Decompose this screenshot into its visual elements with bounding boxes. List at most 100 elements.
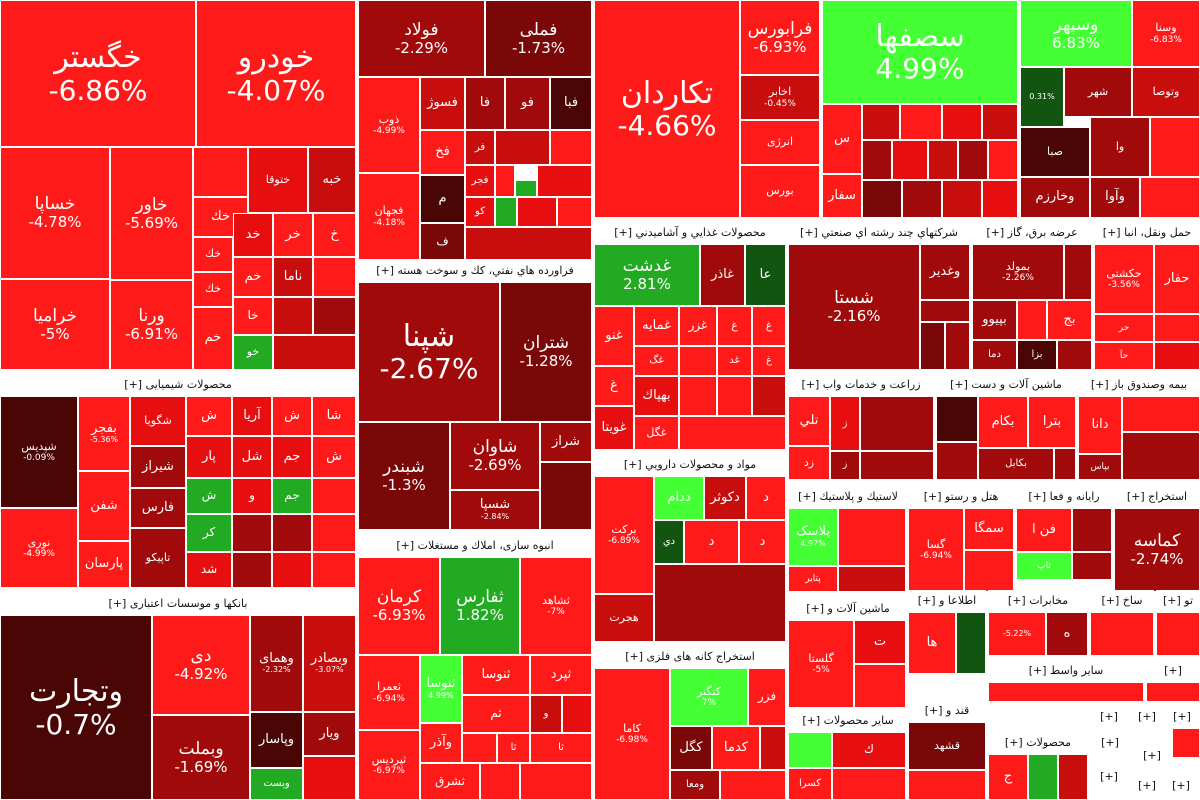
treemap-tile[interactable]: حآ xyxy=(1094,342,1154,370)
treemap-tile[interactable]: ثم xyxy=(462,695,530,733)
treemap-tile[interactable] xyxy=(982,104,1018,140)
treemap-tile[interactable]: فجر xyxy=(465,165,495,197)
treemap-tile[interactable] xyxy=(540,462,592,530)
treemap-tile[interactable]: ثپرد xyxy=(530,655,592,695)
treemap-tile[interactable]: شگویا xyxy=(130,396,186,446)
treemap-tile[interactable] xyxy=(908,770,986,800)
treemap-tile[interactable]: وا xyxy=(1090,117,1150,177)
treemap-tile[interactable] xyxy=(232,514,272,552)
treemap-tile[interactable] xyxy=(1154,342,1200,370)
treemap-tile[interactable] xyxy=(679,346,717,376)
treemap-tile[interactable] xyxy=(720,770,786,800)
treemap-tile[interactable] xyxy=(860,451,934,480)
treemap-tile[interactable]: شپنا -2.67% xyxy=(358,282,500,422)
treemap-tile[interactable] xyxy=(902,180,942,218)
treemap-tile[interactable]: سفار xyxy=(822,174,862,218)
treemap-tile[interactable]: بزا xyxy=(1017,340,1057,370)
treemap-tile[interactable]: خساپا -4.78% xyxy=(0,147,110,279)
sector-header[interactable]: رایانه و فعا [+] xyxy=(1016,486,1112,505)
treemap-tile[interactable]: وتجارت -0.7% xyxy=(0,615,152,800)
treemap-tile[interactable] xyxy=(862,104,900,140)
treemap-tile[interactable] xyxy=(760,726,786,770)
treemap-tile[interactable]: ومعا xyxy=(670,770,720,800)
treemap-tile[interactable]: فولاد -2.29% xyxy=(358,0,485,77)
treemap-tile[interactable] xyxy=(942,104,982,140)
treemap-tile[interactable]: شسپا -2.84% xyxy=(450,490,540,530)
treemap-tile[interactable] xyxy=(495,130,550,165)
treemap-tile[interactable]: خودرو -4.07% xyxy=(196,0,356,147)
treemap-tile[interactable]: وغدیر xyxy=(920,244,970,300)
treemap-tile[interactable]: حکشتی -3.56% xyxy=(1094,244,1154,314)
treemap-tile[interactable]: خ xyxy=(313,213,356,257)
treemap-tile[interactable] xyxy=(958,140,988,180)
treemap-tile[interactable]: اخابر -0.45% xyxy=(740,75,820,120)
treemap-tile[interactable]: و xyxy=(530,695,562,733)
treemap-tile[interactable]: ثشرق xyxy=(420,763,480,800)
treemap-tile[interactable] xyxy=(838,566,906,592)
treemap-tile[interactable]: فبا xyxy=(550,77,592,130)
treemap-tile[interactable] xyxy=(788,732,832,768)
treemap-tile[interactable]: س xyxy=(822,104,862,174)
sector-header[interactable]: [+] xyxy=(1132,706,1162,725)
treemap-tile[interactable]: غ xyxy=(752,346,786,376)
treemap-tile[interactable] xyxy=(982,180,1018,218)
treemap-tile[interactable] xyxy=(193,147,248,197)
treemap-tile[interactable] xyxy=(272,514,312,552)
treemap-tile[interactable]: بكابل xyxy=(978,448,1054,480)
treemap-tile[interactable] xyxy=(557,197,592,227)
treemap-tile[interactable]: بج xyxy=(1047,300,1092,340)
treemap-tile[interactable] xyxy=(832,768,906,800)
treemap-tile[interactable] xyxy=(562,695,592,733)
treemap-tile[interactable]: برکت -6.89% xyxy=(594,476,654,594)
treemap-tile[interactable]: فر xyxy=(465,130,495,165)
treemap-tile[interactable]: فن ا xyxy=(1016,508,1072,552)
treemap-tile[interactable] xyxy=(862,180,902,218)
treemap-tile[interactable]: فو xyxy=(505,77,550,130)
treemap-tile[interactable]: وبملت -1.69% xyxy=(152,715,250,800)
treemap-tile[interactable] xyxy=(312,552,356,588)
sector-header[interactable]: فراورده هاي نفتي، كك و سوخت هسته [+] xyxy=(358,260,592,279)
treemap-tile[interactable]: غگل xyxy=(634,416,679,450)
treemap-tile[interactable]: وبست xyxy=(250,768,303,800)
sector-header[interactable]: بیمه وصندوق باز [+] xyxy=(1078,374,1200,393)
treemap-tile[interactable]: غنو xyxy=(594,306,634,366)
treemap-tile[interactable]: بترا xyxy=(1028,396,1076,448)
treemap-tile[interactable] xyxy=(945,322,970,370)
treemap-tile[interactable]: كر xyxy=(186,514,232,552)
treemap-tile[interactable]: وهمای -2.32% xyxy=(250,615,303,712)
treemap-tile[interactable]: ز xyxy=(830,451,860,480)
treemap-tile[interactable] xyxy=(1122,396,1200,432)
treemap-tile[interactable]: د xyxy=(684,520,739,564)
treemap-tile[interactable]: ثعمرا -6.94% xyxy=(358,655,420,730)
treemap-tile[interactable]: آریا xyxy=(232,396,272,436)
treemap-tile[interactable]: خك xyxy=(193,237,233,272)
treemap-tile[interactable]: فخ xyxy=(420,130,465,175)
treemap-tile[interactable]: وسنا -6.83% xyxy=(1132,0,1200,67)
treemap-tile[interactable]: ف xyxy=(420,223,465,260)
treemap-tile[interactable]: فملی -1.73% xyxy=(485,0,592,77)
treemap-tile[interactable]: ثنوسا xyxy=(462,655,530,695)
treemap-tile[interactable]: بپاس xyxy=(1078,454,1122,480)
treemap-tile[interactable] xyxy=(273,335,356,370)
treemap-tile[interactable]: بهپاك xyxy=(634,376,679,416)
treemap-tile[interactable]: ج xyxy=(988,754,1028,800)
treemap-tile[interactable]: خم xyxy=(233,257,273,297)
treemap-tile[interactable] xyxy=(1172,728,1200,758)
treemap-tile[interactable]: دما xyxy=(972,340,1017,370)
sector-header[interactable]: سایر واسط [+] xyxy=(988,660,1144,679)
treemap-tile[interactable]: پار xyxy=(186,436,232,478)
treemap-tile[interactable]: شیراز xyxy=(130,446,186,488)
treemap-tile[interactable] xyxy=(936,442,978,480)
treemap-tile[interactable]: د xyxy=(746,476,786,520)
treemap-tile[interactable]: ختوقا xyxy=(248,147,308,213)
treemap-tile[interactable]: وخارزم xyxy=(1020,177,1090,218)
treemap-tile[interactable]: د xyxy=(739,520,786,564)
treemap-tile[interactable]: 0.31% xyxy=(1020,67,1064,127)
treemap-tile[interactable]: شستا -2.16% xyxy=(788,244,920,370)
sector-header[interactable]: مخابرات [+] xyxy=(988,590,1088,609)
sector-header[interactable]: ساخ [+] xyxy=(1090,590,1154,609)
treemap-tile[interactable]: دانا xyxy=(1078,396,1122,454)
treemap-tile[interactable]: شفن xyxy=(78,471,130,541)
sector-header[interactable]: [+] xyxy=(1132,775,1162,794)
treemap-tile[interactable]: وآوا xyxy=(1090,177,1140,218)
